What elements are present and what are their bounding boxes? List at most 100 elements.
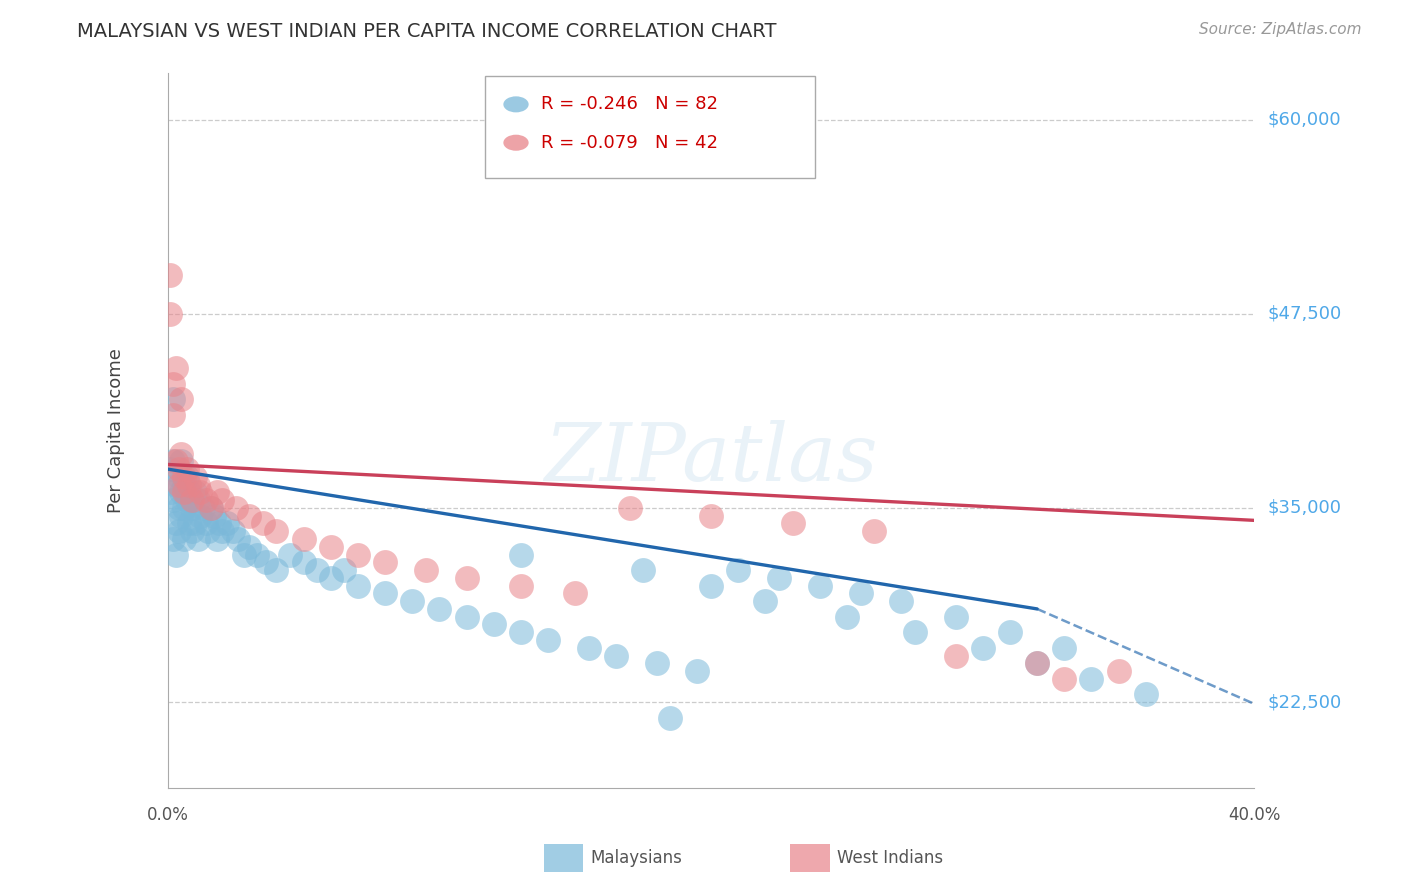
Point	[170, 508, 193, 523]
Point	[754, 594, 776, 608]
Text: 0.0%: 0.0%	[146, 806, 188, 824]
Point	[659, 711, 682, 725]
Point	[509, 579, 531, 593]
Point	[456, 609, 478, 624]
Point	[347, 548, 370, 562]
Point	[456, 571, 478, 585]
Point	[167, 500, 190, 515]
Point	[1026, 657, 1049, 671]
Point	[162, 532, 184, 546]
Point	[347, 579, 370, 593]
Text: Malaysians: Malaysians	[591, 849, 682, 867]
Point	[266, 563, 288, 577]
Point	[181, 493, 204, 508]
Point	[165, 454, 187, 468]
Point	[162, 408, 184, 422]
Point	[184, 485, 207, 500]
Point	[165, 516, 187, 531]
Point	[700, 508, 723, 523]
Point	[197, 524, 219, 539]
Point	[187, 493, 209, 508]
Point	[162, 493, 184, 508]
Point	[165, 548, 187, 562]
Point	[700, 579, 723, 593]
Point	[252, 516, 274, 531]
Point	[278, 548, 301, 562]
Point	[162, 454, 184, 468]
Text: Per Capita Income: Per Capita Income	[107, 348, 125, 513]
Point	[835, 609, 858, 624]
Point	[232, 548, 254, 562]
Point	[374, 586, 396, 600]
Text: Source: ZipAtlas.com: Source: ZipAtlas.com	[1198, 22, 1361, 37]
Point	[482, 617, 505, 632]
Point	[179, 485, 201, 500]
Point	[194, 493, 217, 508]
Point	[429, 602, 451, 616]
Point	[202, 508, 225, 523]
Point	[165, 361, 187, 376]
Point	[188, 485, 211, 500]
Point	[159, 307, 181, 321]
Point	[1053, 640, 1076, 655]
Text: $47,500: $47,500	[1267, 305, 1341, 323]
Point	[162, 392, 184, 407]
Point	[200, 500, 222, 515]
Point	[1026, 657, 1049, 671]
Point	[170, 446, 193, 460]
Point	[246, 548, 269, 562]
Point	[184, 470, 207, 484]
Point	[159, 268, 181, 282]
Point	[863, 524, 886, 539]
Point	[1135, 687, 1157, 701]
Point	[187, 477, 209, 491]
Point	[307, 563, 329, 577]
Point	[225, 500, 247, 515]
Point	[173, 532, 195, 546]
Point	[188, 508, 211, 523]
Text: West Indians: West Indians	[837, 849, 942, 867]
Point	[254, 555, 277, 569]
Text: $60,000: $60,000	[1267, 111, 1341, 128]
Point	[165, 477, 187, 491]
Point	[173, 485, 195, 500]
Point	[170, 454, 193, 468]
Text: $22,500: $22,500	[1267, 693, 1341, 711]
Point	[727, 159, 749, 173]
Point	[173, 477, 195, 491]
Point	[333, 563, 356, 577]
Point	[173, 470, 195, 484]
Point	[1053, 672, 1076, 686]
Point	[167, 477, 190, 491]
Point	[374, 555, 396, 569]
Point	[194, 516, 217, 531]
Point	[208, 516, 231, 531]
Point	[808, 579, 831, 593]
Point	[727, 563, 749, 577]
Point	[176, 462, 198, 476]
Point	[768, 571, 790, 585]
Text: MALAYSIAN VS WEST INDIAN PER CAPITA INCOME CORRELATION CHART: MALAYSIAN VS WEST INDIAN PER CAPITA INCO…	[77, 22, 778, 41]
Point	[319, 571, 342, 585]
Point	[631, 563, 654, 577]
Point	[159, 462, 181, 476]
Point	[266, 524, 288, 539]
Point	[509, 548, 531, 562]
Point	[228, 532, 250, 546]
Point	[686, 664, 709, 678]
Point	[1080, 672, 1102, 686]
Point	[415, 563, 437, 577]
Point	[211, 524, 233, 539]
Point	[401, 594, 423, 608]
Point	[170, 392, 193, 407]
Point	[904, 625, 927, 640]
Point	[170, 485, 193, 500]
Point	[619, 500, 641, 515]
Point	[945, 648, 967, 663]
Text: R = -0.246   N = 82: R = -0.246 N = 82	[541, 95, 718, 113]
Point	[509, 625, 531, 640]
Point	[184, 516, 207, 531]
Text: R = -0.079   N = 42: R = -0.079 N = 42	[541, 134, 718, 152]
Text: $35,000: $35,000	[1267, 499, 1341, 517]
Point	[537, 632, 560, 647]
